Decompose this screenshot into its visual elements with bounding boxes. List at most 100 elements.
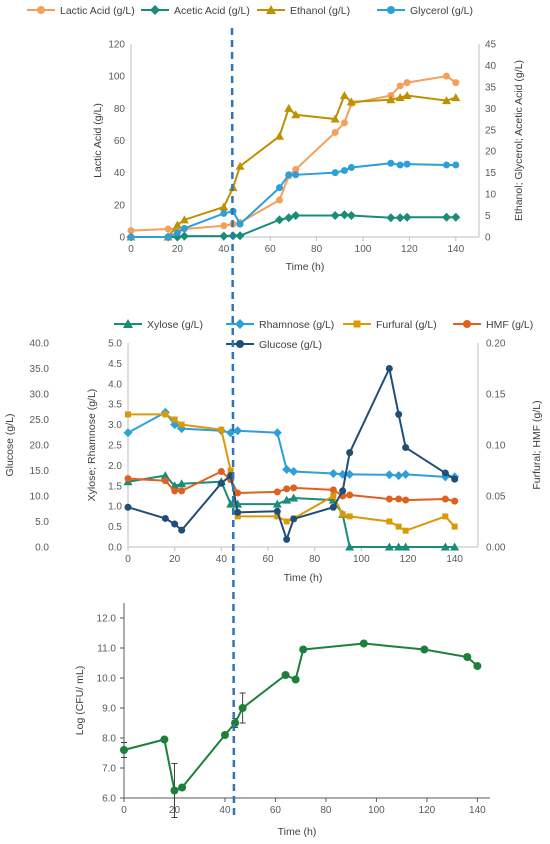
- chart1-point-0-7: [275, 196, 283, 204]
- chart2-ytick: 15.0: [30, 466, 50, 477]
- chart2-y2tick: 0.15: [486, 390, 506, 401]
- chart2-ytick: 0.0: [35, 543, 49, 554]
- chart3-point-3: [178, 783, 187, 792]
- chart2-y-label: Glucose (g/L): [4, 413, 16, 476]
- chart2-point-0-12: [345, 542, 355, 551]
- chart2-point-3-1: [161, 477, 169, 485]
- chart2-point-2-1: [162, 411, 169, 418]
- chart2-yinnertick: 2.0: [108, 461, 122, 472]
- chart2-yinnertick: 0.0: [108, 543, 122, 554]
- chart1-point-1-10: [330, 211, 340, 221]
- chart2-ytick: 10.0: [30, 492, 50, 503]
- chart1-point-2-17: [451, 93, 461, 102]
- chart2-point-0-8: [282, 495, 292, 504]
- chart2-point-3-15: [402, 496, 410, 504]
- chart1-point-3-1: [164, 233, 172, 241]
- chart2-point-1-0: [123, 428, 133, 438]
- chart1-point-2-8: [284, 103, 294, 112]
- chart2-point-3-12: [346, 491, 354, 499]
- chart2-point-0-15: [401, 542, 411, 551]
- legend-label-1-0: Lactic Acid (g/L): [60, 5, 135, 17]
- chart2-point-1-12: [345, 469, 355, 479]
- chart2-point-2-10: [330, 493, 337, 499]
- chart3-xtick: 60: [270, 805, 282, 816]
- chart1-point-2-11: [339, 90, 349, 99]
- chart3-point-0: [120, 746, 128, 754]
- chart2-point-1-9: [289, 467, 299, 477]
- chart2-point-3-0: [124, 475, 132, 483]
- chart1-point-3-6: [236, 220, 244, 228]
- chart1-point-3-16: [443, 161, 451, 169]
- chart3-point-10: [359, 639, 368, 648]
- chart2-point-0-5: [226, 499, 236, 508]
- chart2-yinnertick: 5.0: [108, 339, 122, 350]
- chart3-ytick: 6.0: [102, 794, 116, 805]
- chart2-xtick: 0: [125, 554, 131, 565]
- chart2-point-3-8: [283, 485, 291, 493]
- chart1-x-label: Time (h): [286, 261, 325, 273]
- chart2-ytick: 35.0: [30, 364, 50, 375]
- chart2-point-3-17: [451, 497, 459, 505]
- chart1-point-0-11: [340, 119, 348, 127]
- chart2-point-4-6: [234, 508, 242, 516]
- chart1-y2tick: 20: [485, 147, 497, 158]
- chart1-point-3-15: [403, 160, 411, 168]
- legend-label-1-3: Glycerol (g/L): [410, 5, 473, 17]
- chart2-point-4-13: [385, 365, 393, 372]
- chart3-xtick: 120: [419, 805, 436, 816]
- chart3-ytick: 9.0: [102, 704, 116, 715]
- chart2-point-3-13: [385, 495, 393, 503]
- chart2-point-3-10: [329, 486, 337, 494]
- chart1-y2tick: 45: [485, 40, 497, 51]
- chart2-point-3-6: [234, 489, 242, 497]
- chart2-point-2-14: [395, 523, 402, 530]
- chart1-point-0-15: [403, 79, 411, 87]
- chart2-point-2-4: [218, 426, 225, 433]
- chart2-point-3-16: [441, 495, 449, 503]
- chart1-point-2-7: [274, 131, 284, 140]
- chart2-ytick: 5.0: [35, 517, 49, 528]
- chart1-point-0-17: [452, 79, 460, 87]
- chart1-point-0-4: [220, 222, 228, 230]
- chart3-ytick: 8.0: [102, 734, 116, 745]
- chart3-point-9: [299, 645, 308, 654]
- chart1-point-2-15: [402, 90, 412, 99]
- chart2-point-4-12: [346, 449, 354, 457]
- chart1-y2tick: 15: [485, 168, 497, 179]
- chart2-point-1-7: [272, 428, 282, 438]
- chart2-point-4-1: [161, 514, 169, 522]
- chart1-point-3-3: [180, 224, 188, 232]
- chart2-point-2-2: [171, 416, 178, 423]
- chart2-series-line-4: [127, 365, 456, 543]
- chart1-point-1-17: [451, 212, 461, 222]
- chart1-point-3-2: [173, 229, 181, 237]
- chart1-xtick: 0: [128, 244, 134, 255]
- legend-label-2-4: Glucose (g/L): [259, 339, 322, 351]
- chart2-point-0-14: [394, 542, 404, 551]
- chart2-point-3-4: [217, 468, 225, 476]
- chart1-point-3-13: [387, 159, 395, 167]
- chart2-point-4-14: [395, 410, 403, 418]
- chart2-point-2-0: [125, 411, 131, 418]
- chart2-xtick: 20: [169, 554, 181, 565]
- chart1-ytick: 100: [108, 72, 125, 83]
- chart2-point-1-8: [282, 464, 292, 474]
- chart2-xtick: 100: [353, 554, 370, 565]
- chart3-point-5: [231, 719, 240, 727]
- chart2-point-0-7: [272, 499, 282, 508]
- chart1-point-2-3: [179, 215, 189, 224]
- legend-marker-2-0: [123, 319, 133, 328]
- chart2-xtick: 40: [216, 554, 228, 565]
- legend-marker-1-0: [37, 6, 45, 14]
- chart1-y2tick: 25: [485, 125, 497, 136]
- chart1-point-3-4: [220, 209, 228, 217]
- chart2-point-4-10: [329, 503, 337, 511]
- chart2-point-2-12: [346, 513, 353, 520]
- chart2-y2tick: 0.20: [486, 339, 506, 350]
- chart2-point-1-13: [384, 470, 394, 480]
- chart1-y2tick: 0: [485, 233, 491, 244]
- chart1-point-3-7: [275, 184, 283, 192]
- chart2-xtick: 60: [262, 554, 274, 565]
- chart1-point-1-16: [442, 212, 452, 222]
- chart1-y2tick: 5: [485, 211, 491, 222]
